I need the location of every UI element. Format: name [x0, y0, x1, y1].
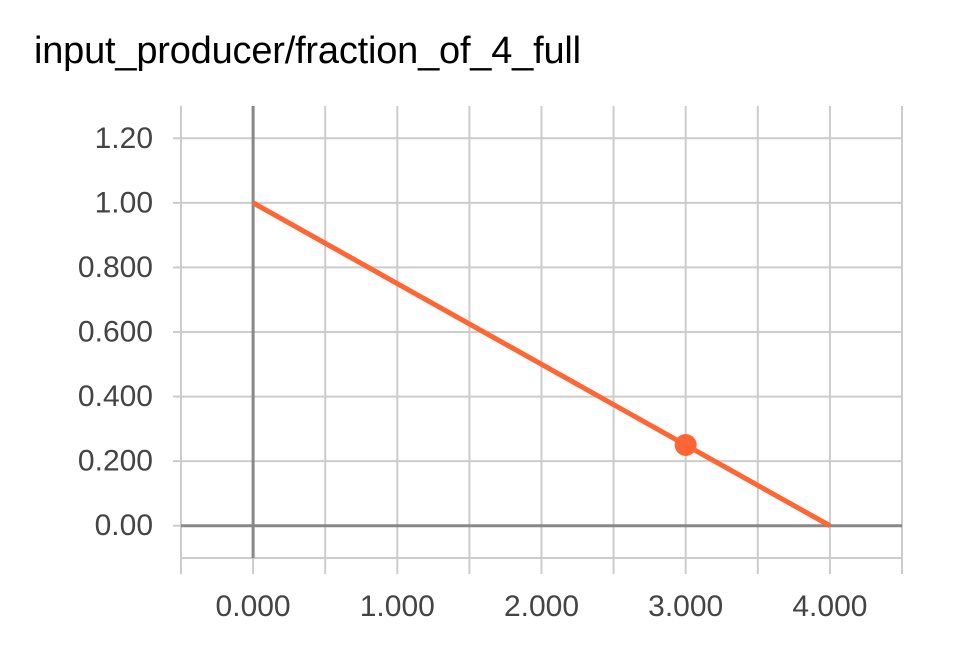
axes [173, 106, 903, 574]
x-tick-label: 1.000 [360, 590, 435, 623]
x-tick-label: 0.000 [216, 590, 291, 623]
y-tick-label: 0.800 [78, 251, 153, 284]
x-tick-labels: 0.000 1.000 2.000 3.000 4.000 [216, 590, 868, 623]
x-tick-label: 4.000 [792, 590, 867, 623]
series-line [251, 200, 832, 528]
y-tick-label: 0.00 [95, 509, 153, 542]
y-tick-label: 0.200 [78, 445, 153, 478]
y-tick-label: 1.20 [95, 122, 153, 155]
highlight-point [674, 434, 697, 456]
grid-lines [180, 106, 903, 559]
y-tick-label: 1.00 [95, 186, 153, 219]
series-layer [251, 200, 832, 528]
y-tick-labels: 0.00 0.200 0.400 0.600 0.800 1.00 1.20 [78, 122, 153, 542]
x-tick-label: 3.000 [648, 590, 723, 623]
x-tick-label: 2.000 [504, 590, 579, 623]
y-tick-label: 0.600 [78, 316, 153, 349]
y-tick-label: 0.400 [78, 380, 153, 413]
chart-title: input_producer/fraction_of_4_full [34, 30, 581, 72]
